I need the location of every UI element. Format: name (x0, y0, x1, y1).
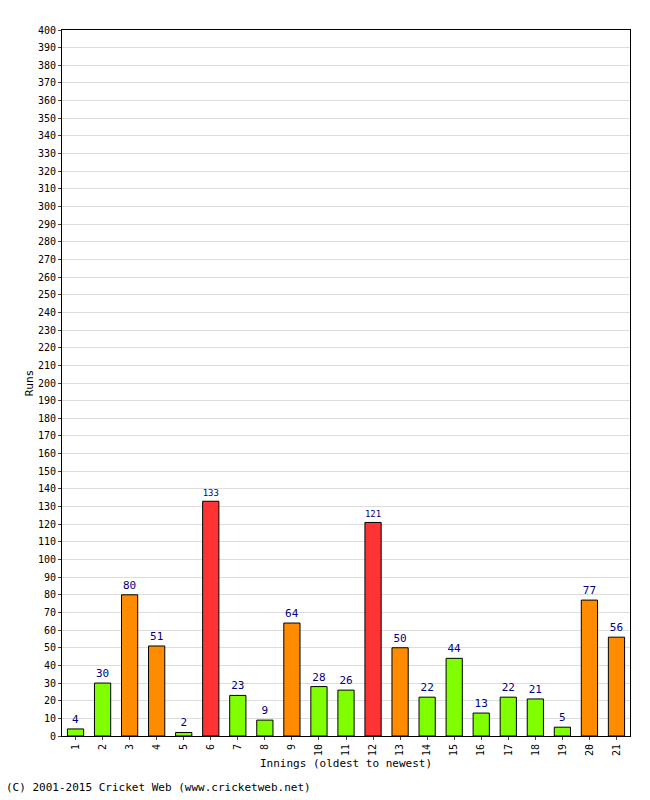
svg-text:210: 210 (38, 360, 56, 371)
svg-text:56: 56 (610, 621, 623, 634)
svg-text:133: 133 (203, 488, 219, 498)
svg-text:7: 7 (232, 744, 243, 750)
svg-text:320: 320 (38, 166, 56, 177)
svg-text:64: 64 (285, 607, 299, 620)
svg-text:8: 8 (259, 744, 270, 750)
svg-text:150: 150 (38, 466, 56, 477)
svg-text:Runs: Runs (23, 370, 36, 397)
svg-text:51: 51 (150, 630, 163, 643)
svg-text:23: 23 (231, 679, 244, 692)
svg-text:330: 330 (38, 148, 56, 159)
svg-text:290: 290 (38, 219, 56, 230)
svg-text:130: 130 (38, 501, 56, 512)
svg-text:13: 13 (394, 744, 405, 756)
svg-text:22: 22 (421, 681, 434, 694)
svg-text:19: 19 (557, 744, 568, 756)
svg-text:20: 20 (44, 695, 56, 706)
svg-text:9: 9 (262, 704, 269, 717)
svg-text:90: 90 (44, 572, 56, 583)
svg-text:13: 13 (475, 697, 488, 710)
svg-text:2: 2 (180, 716, 187, 729)
svg-text:190: 190 (38, 395, 56, 406)
svg-text:21: 21 (611, 744, 622, 756)
svg-text:16: 16 (475, 744, 486, 756)
svg-text:340: 340 (38, 130, 56, 141)
svg-text:380: 380 (38, 60, 56, 71)
svg-text:80: 80 (44, 589, 56, 600)
svg-text:77: 77 (583, 584, 596, 597)
svg-text:220: 220 (38, 342, 56, 353)
svg-text:260: 260 (38, 272, 56, 283)
svg-text:22: 22 (502, 681, 515, 694)
svg-text:5: 5 (178, 744, 189, 750)
svg-text:50: 50 (44, 642, 56, 653)
svg-text:26: 26 (339, 674, 352, 687)
svg-text:270: 270 (38, 254, 56, 265)
svg-text:250: 250 (38, 289, 56, 300)
svg-text:350: 350 (38, 113, 56, 124)
svg-text:12: 12 (367, 744, 378, 756)
svg-text:170: 170 (38, 430, 56, 441)
svg-text:20: 20 (584, 744, 595, 756)
svg-text:9: 9 (286, 744, 297, 750)
svg-text:60: 60 (44, 625, 56, 636)
svg-text:80: 80 (123, 579, 136, 592)
svg-text:30: 30 (96, 667, 109, 680)
svg-text:11: 11 (340, 744, 351, 756)
svg-text:28: 28 (312, 671, 325, 684)
svg-text:5: 5 (559, 711, 566, 724)
svg-text:120: 120 (38, 519, 56, 530)
svg-text:0: 0 (50, 731, 56, 742)
svg-text:370: 370 (38, 77, 56, 88)
svg-text:50: 50 (393, 632, 406, 645)
svg-text:4: 4 (72, 713, 79, 726)
svg-text:110: 110 (38, 536, 56, 547)
svg-text:300: 300 (38, 201, 56, 212)
svg-text:15: 15 (448, 744, 459, 756)
svg-text:400: 400 (38, 25, 56, 36)
svg-text:160: 160 (38, 448, 56, 459)
svg-text:(C) 2001-2015 Cricket Web (www: (C) 2001-2015 Cricket Web (www.cricketwe… (6, 781, 311, 794)
svg-text:10: 10 (313, 744, 324, 756)
svg-text:180: 180 (38, 413, 56, 424)
svg-text:4: 4 (151, 744, 162, 750)
svg-text:3: 3 (124, 744, 135, 750)
svg-text:2: 2 (97, 744, 108, 750)
svg-text:Innings (oldest to newest): Innings (oldest to newest) (260, 757, 432, 770)
svg-text:121: 121 (365, 509, 381, 519)
svg-text:310: 310 (38, 183, 56, 194)
svg-text:70: 70 (44, 607, 56, 618)
svg-text:44: 44 (447, 642, 461, 655)
svg-text:10: 10 (44, 713, 56, 724)
svg-text:1: 1 (70, 744, 81, 750)
svg-text:100: 100 (38, 554, 56, 565)
svg-text:30: 30 (44, 678, 56, 689)
svg-text:230: 230 (38, 325, 56, 336)
svg-text:21: 21 (529, 683, 542, 696)
svg-text:390: 390 (38, 42, 56, 53)
svg-text:17: 17 (503, 744, 514, 756)
svg-text:14: 14 (421, 744, 432, 756)
svg-text:280: 280 (38, 236, 56, 247)
svg-text:40: 40 (44, 660, 56, 671)
svg-text:140: 140 (38, 483, 56, 494)
svg-text:18: 18 (530, 744, 541, 756)
svg-text:240: 240 (38, 307, 56, 318)
svg-text:360: 360 (38, 95, 56, 106)
svg-text:200: 200 (38, 378, 56, 389)
svg-text:6: 6 (205, 744, 216, 750)
